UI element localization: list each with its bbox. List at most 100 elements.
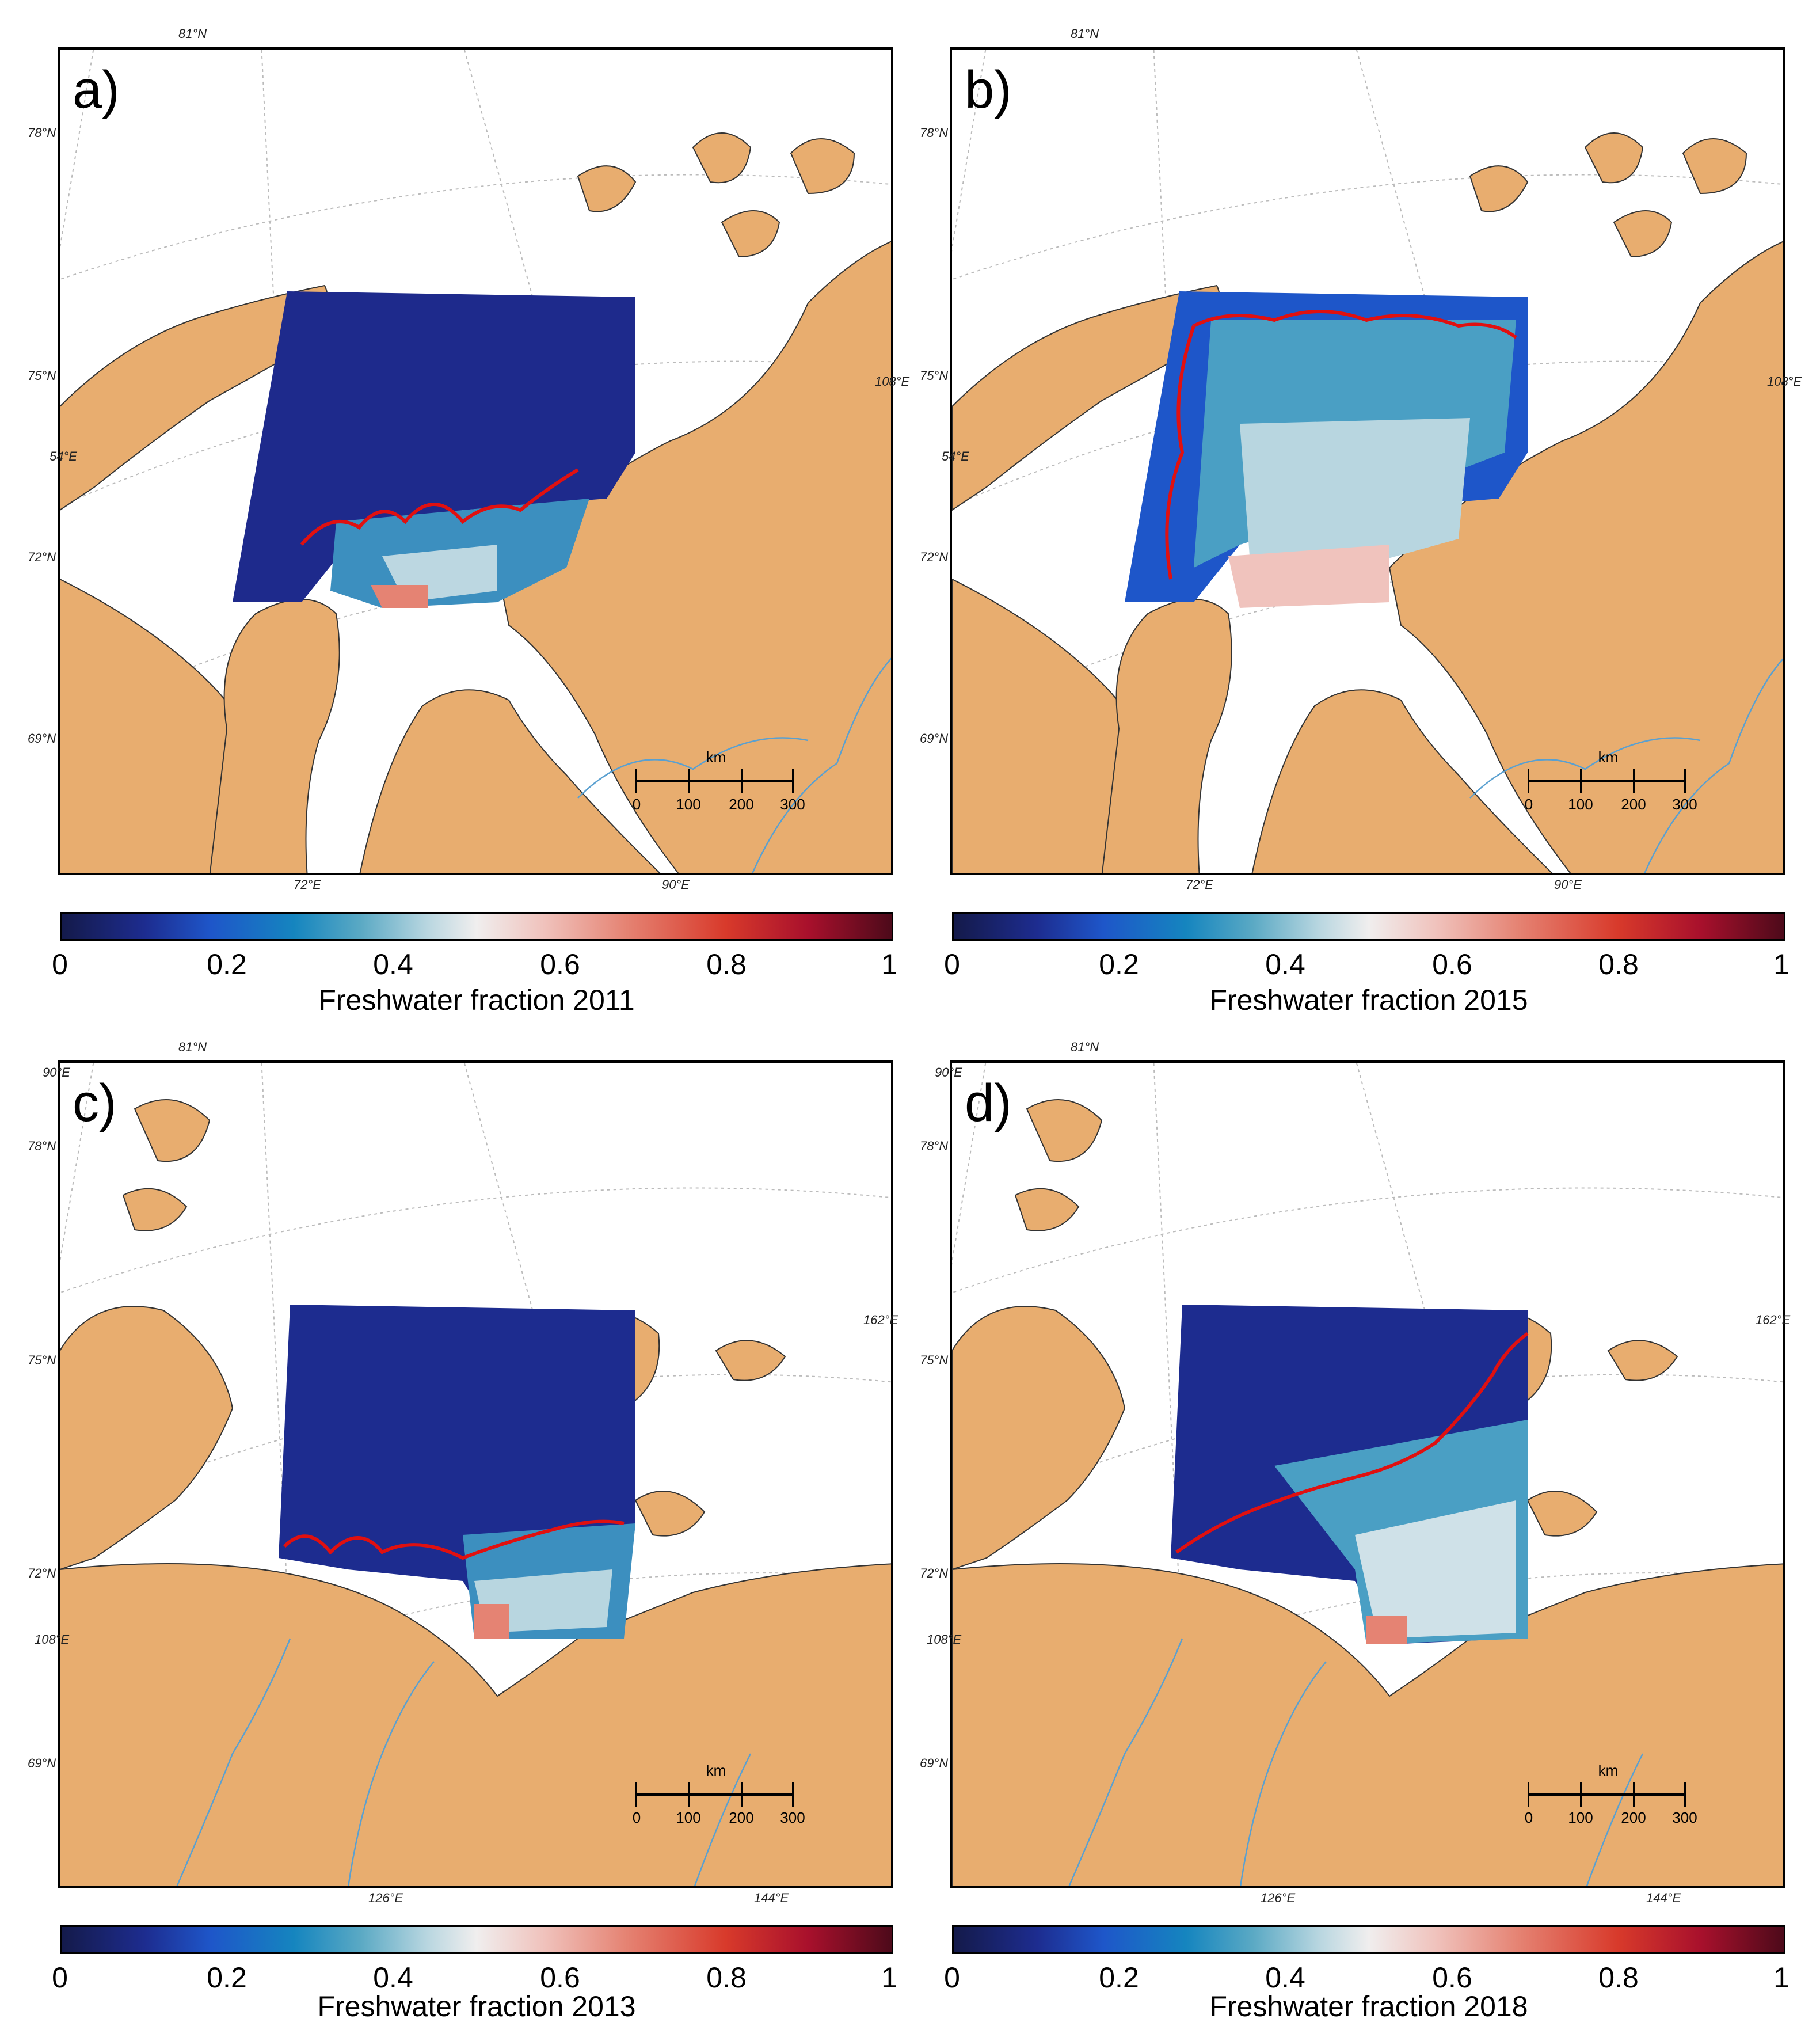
lat-label: 75°N — [920, 1353, 949, 1367]
colorbar-tick: 1 — [1773, 1962, 1789, 1994]
contour-b — [1165, 310, 1517, 580]
scalebar-tick: 300 — [1672, 1809, 1697, 1826]
lon-label: 108°E — [1767, 374, 1802, 389]
lon-label: 126°E — [368, 1891, 403, 1905]
map-b-graphic — [952, 50, 1783, 873]
lat-label: 108°E — [35, 1632, 70, 1647]
colorbar-tick: 0.6 — [540, 948, 580, 980]
scalebar-tick: 300 — [780, 1809, 805, 1826]
lon-label: 108°E — [875, 374, 910, 389]
scalebar-tick: 0 — [1524, 796, 1533, 813]
map-a: a) km 0 100 200 300 — [58, 47, 893, 875]
colorbar-tick: 0.2 — [207, 948, 247, 980]
lat-label: 81°N — [1071, 1040, 1099, 1054]
scalebar-tick: 0 — [632, 796, 641, 813]
lat-label: 90°E — [935, 1065, 962, 1079]
colorbar-d — [952, 1925, 1785, 1954]
lat-label: 81°N — [178, 26, 207, 41]
colorbar-tick: 0.2 — [1099, 1962, 1139, 1994]
scalebar-b: km 0 100 200 300 — [1525, 748, 1697, 813]
lon-label: 90°E — [662, 877, 690, 892]
lat-label: 90°E — [43, 1065, 70, 1079]
colorbar-tick: 0.2 — [1099, 948, 1139, 980]
lat-label: 75°N — [28, 1353, 56, 1367]
lat-label: 69°N — [920, 1756, 949, 1770]
map-d-graphic — [952, 1063, 1783, 1886]
panel-label-a: a) — [73, 60, 120, 119]
scalebar-unit: km — [1598, 1762, 1619, 1779]
lat-label: 78°N — [28, 126, 56, 140]
scalebar-a: km 0 100 200 300 — [633, 748, 805, 813]
colorbar-title: Freshwater fraction 2015 — [1209, 984, 1528, 1016]
lon-label: 144°E — [754, 1891, 789, 1905]
lon-label: 162°E — [863, 1313, 898, 1327]
lat-label: 81°N — [178, 1040, 207, 1054]
freshwater-field-c — [279, 1305, 635, 1639]
panel-label-b: b) — [965, 60, 1012, 119]
scalebar-d: km 0 100 200 300 — [1525, 1762, 1697, 1826]
colorbar-tick: 0.4 — [373, 1962, 413, 1994]
scalebar-tick: 200 — [1621, 796, 1646, 813]
colorbar-tick: 0 — [52, 948, 68, 980]
colorbar-tick: 0 — [944, 1962, 960, 1994]
colorbar-tick: 0.8 — [706, 948, 747, 980]
lat-label: 108°E — [927, 1632, 962, 1647]
colorbar-tick: 0.8 — [1598, 948, 1639, 980]
panel-label-d: d) — [965, 1074, 1012, 1132]
colorbar-tick: 0.6 — [1432, 1962, 1472, 1994]
lat-label: 72°N — [28, 550, 56, 564]
colorbar-b — [952, 912, 1785, 941]
colorbar-tick: 0.4 — [1265, 1962, 1305, 1994]
scalebar-tick: 300 — [1672, 796, 1697, 813]
lon-label: 126°E — [1261, 1891, 1296, 1905]
lat-label: 69°N — [28, 1756, 56, 1770]
colorbar-title: Freshwater fraction 2018 — [1209, 1990, 1528, 2023]
scalebar-tick: 100 — [676, 1809, 701, 1826]
colorbar-tick: 1 — [1773, 948, 1789, 980]
scalebar-tick: 100 — [676, 796, 701, 813]
freshwater-field-d — [1171, 1305, 1528, 1644]
scalebar-tick: 100 — [1568, 1809, 1593, 1826]
lon-label: 90°E — [1554, 877, 1582, 892]
map-c-graphic — [60, 1063, 891, 1886]
lat-label: 72°N — [920, 1566, 949, 1580]
lat-label: 75°N — [28, 368, 56, 383]
lon-label: 162°E — [1756, 1313, 1791, 1327]
scalebar-unit: km — [1598, 748, 1619, 766]
scalebar-c: km 0 100 200 300 — [633, 1762, 805, 1826]
lat-label: 75°N — [920, 368, 949, 383]
lat-label: 54°E — [50, 449, 77, 463]
colorbar-tick: 0.4 — [373, 948, 413, 980]
scalebar-unit: km — [706, 1762, 726, 1779]
lat-label: 54°E — [942, 449, 969, 463]
map-d: d) km 0 100 200 300 — [950, 1060, 1785, 1888]
freshwater-field-a — [233, 291, 635, 608]
map-b: b) km 0 100 200 300 — [950, 47, 1785, 875]
colorbar-tick: 0.8 — [706, 1962, 747, 1994]
colorbar-tick: 1 — [881, 948, 897, 980]
colorbar-c — [60, 1925, 893, 1954]
colorbar-title: Freshwater fraction 2013 — [317, 1990, 636, 2023]
freshwater-field-b — [1125, 291, 1528, 608]
colorbar-tick: 0.8 — [1598, 1962, 1639, 1994]
contour-d — [1175, 1332, 1529, 1554]
colorbar-tick: 0.6 — [540, 1962, 580, 1994]
colorbar-tick: 1 — [881, 1962, 897, 1994]
map-c: c) km 0 100 200 300 — [58, 1060, 893, 1888]
scalebar-tick: 200 — [1621, 1809, 1646, 1826]
scalebar-tick: 0 — [632, 1809, 641, 1826]
map-a-graphic — [60, 50, 891, 873]
lat-label: 69°N — [28, 731, 56, 746]
scalebar-tick: 200 — [729, 1809, 754, 1826]
colorbar-a — [60, 912, 893, 941]
scalebar-tick: 300 — [780, 796, 805, 813]
lat-label: 72°N — [28, 1566, 56, 1580]
contour-a — [300, 468, 579, 546]
colorbar-tick: 0 — [52, 1962, 68, 1994]
panel-label-c: c) — [73, 1074, 117, 1132]
scalebar-tick: 100 — [1568, 796, 1593, 813]
lat-label: 81°N — [1071, 26, 1099, 41]
lat-label: 78°N — [920, 126, 949, 140]
colorbar-tick: 0.4 — [1265, 948, 1305, 980]
lat-label: 69°N — [920, 731, 949, 746]
